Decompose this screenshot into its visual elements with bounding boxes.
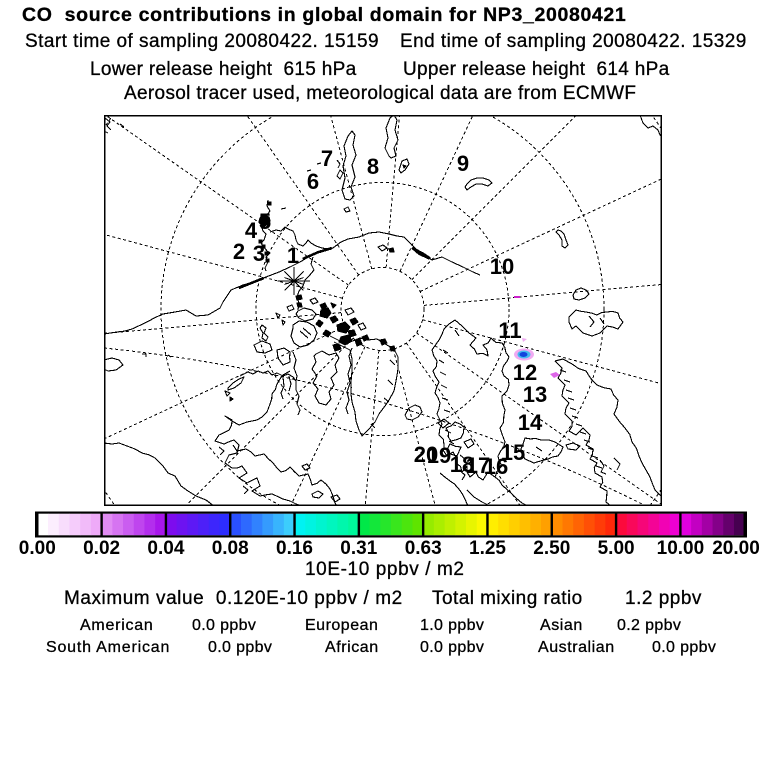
svg-text:13: 13 (523, 382, 547, 407)
svg-text:3: 3 (253, 241, 265, 266)
svg-text:6: 6 (307, 169, 319, 194)
svg-text:12: 12 (513, 360, 537, 385)
svg-text:15: 15 (501, 440, 525, 465)
svg-text:1.25: 1.25 (469, 538, 506, 559)
svg-text:0.02: 0.02 (83, 538, 120, 559)
svg-text:14: 14 (518, 410, 543, 435)
svg-text:2: 2 (233, 239, 245, 264)
svg-text:4: 4 (245, 218, 258, 243)
svg-text:9: 9 (457, 151, 469, 176)
svg-text:11: 11 (498, 318, 521, 343)
svg-text:19: 19 (427, 443, 451, 468)
svg-text:16: 16 (484, 454, 508, 479)
svg-text:10: 10 (490, 254, 514, 279)
svg-text:18: 18 (450, 452, 474, 477)
svg-text:5: 5 (259, 209, 271, 234)
svg-text:0.16: 0.16 (276, 538, 313, 559)
svg-text:10.00: 10.00 (657, 538, 705, 559)
svg-text:7: 7 (321, 146, 333, 171)
svg-text:20: 20 (414, 442, 438, 467)
svg-text:1: 1 (287, 243, 299, 268)
svg-text:5.00: 5.00 (598, 538, 635, 559)
svg-text:8: 8 (367, 154, 379, 179)
svg-text:0.63: 0.63 (405, 538, 442, 559)
svg-text:0.00: 0.00 (19, 538, 56, 559)
svg-text:0.31: 0.31 (340, 538, 377, 559)
svg-text:2.50: 2.50 (533, 538, 570, 559)
svg-text:0.08: 0.08 (212, 538, 249, 559)
svg-text:20.00: 20.00 (712, 538, 760, 559)
svg-text:17: 17 (466, 453, 490, 478)
svg-text:0.04: 0.04 (147, 538, 184, 559)
